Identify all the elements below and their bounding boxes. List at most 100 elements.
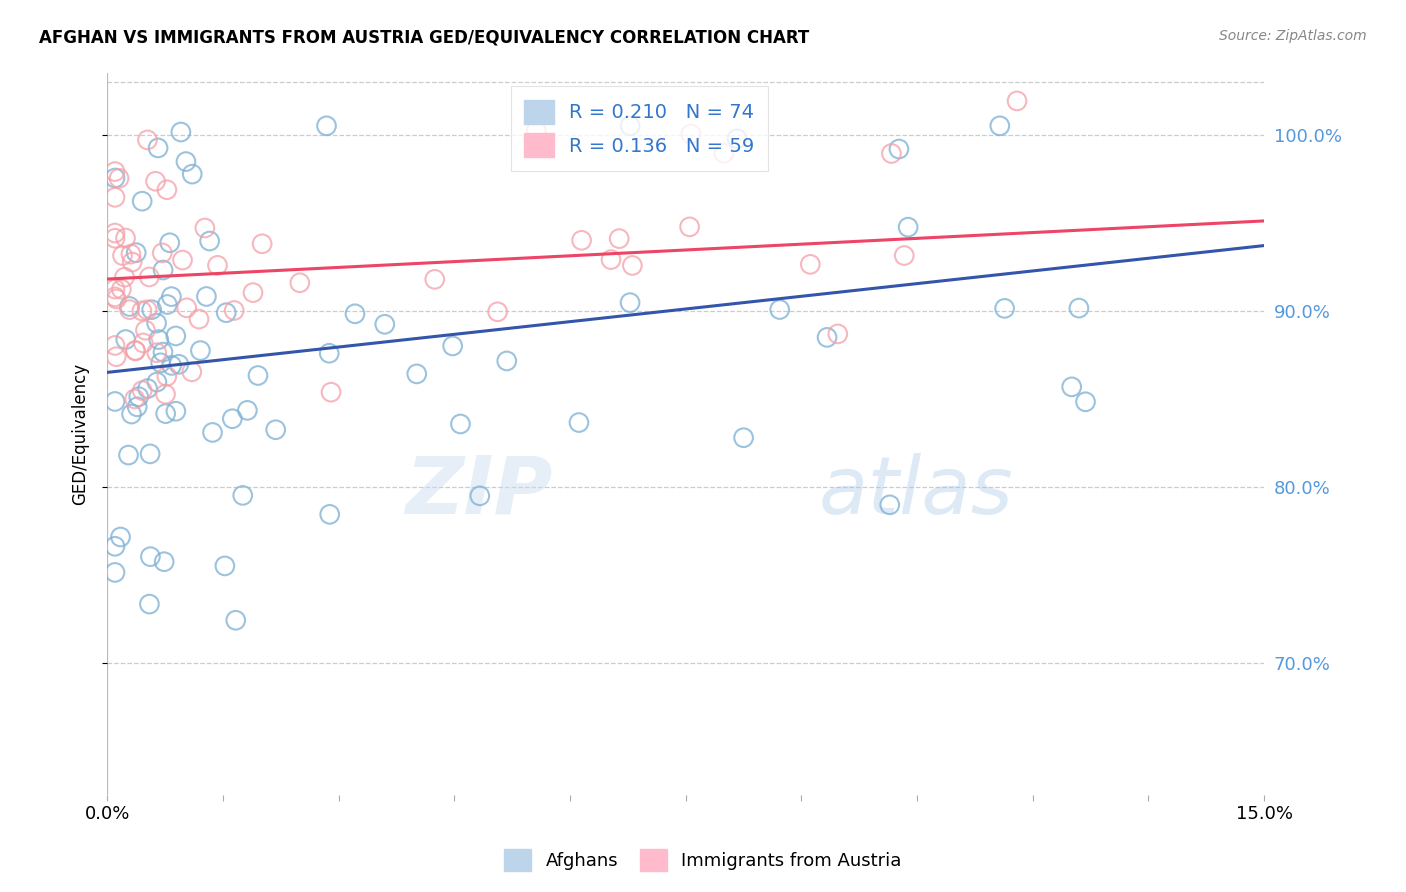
Point bbox=[679, 127, 702, 141]
Point bbox=[104, 290, 127, 304]
Point bbox=[619, 119, 641, 133]
Point bbox=[994, 301, 1017, 316]
Point bbox=[194, 221, 217, 235]
Point bbox=[174, 154, 197, 169]
Point bbox=[207, 258, 229, 272]
Point bbox=[104, 231, 127, 245]
Point bbox=[145, 316, 167, 330]
Point bbox=[1060, 380, 1083, 394]
Point bbox=[128, 390, 150, 404]
Point bbox=[893, 248, 915, 262]
Point bbox=[250, 236, 273, 251]
Point bbox=[121, 407, 143, 421]
Point bbox=[318, 346, 340, 360]
Point bbox=[165, 404, 187, 418]
Point bbox=[117, 448, 139, 462]
Point bbox=[152, 345, 174, 359]
Point bbox=[114, 270, 136, 285]
Point bbox=[733, 431, 755, 445]
Point bbox=[374, 318, 396, 332]
Point bbox=[449, 417, 471, 431]
Point bbox=[131, 304, 153, 318]
Point bbox=[887, 142, 910, 156]
Point bbox=[1005, 94, 1028, 108]
Point bbox=[172, 253, 194, 268]
Point bbox=[104, 282, 127, 296]
Point bbox=[897, 220, 920, 235]
Point bbox=[153, 555, 176, 569]
Point bbox=[124, 343, 146, 358]
Point bbox=[105, 350, 128, 364]
Point bbox=[136, 302, 159, 317]
Point bbox=[155, 407, 177, 421]
Legend: Afghans, Immigrants from Austria: Afghans, Immigrants from Austria bbox=[496, 842, 910, 879]
Point bbox=[405, 367, 427, 381]
Point bbox=[827, 326, 849, 341]
Point bbox=[170, 125, 193, 139]
Point bbox=[264, 423, 287, 437]
Point bbox=[188, 312, 211, 326]
Point bbox=[180, 365, 202, 379]
Point bbox=[138, 597, 160, 611]
Point bbox=[769, 302, 792, 317]
Point bbox=[131, 194, 153, 209]
Point bbox=[181, 167, 204, 181]
Point bbox=[141, 302, 163, 317]
Point bbox=[319, 508, 342, 522]
Text: Source: ZipAtlas.com: Source: ZipAtlas.com bbox=[1219, 29, 1367, 43]
Point bbox=[713, 146, 735, 161]
Point bbox=[114, 333, 136, 347]
Point bbox=[104, 226, 127, 240]
Point bbox=[423, 272, 446, 286]
Point bbox=[104, 171, 127, 186]
Point bbox=[104, 190, 127, 204]
Point bbox=[468, 489, 491, 503]
Point bbox=[148, 333, 170, 347]
Point bbox=[121, 255, 143, 269]
Point bbox=[198, 234, 221, 248]
Point bbox=[104, 394, 127, 409]
Point bbox=[138, 269, 160, 284]
Point bbox=[160, 290, 183, 304]
Point bbox=[104, 539, 127, 553]
Point bbox=[165, 329, 187, 343]
Point bbox=[214, 558, 236, 573]
Point bbox=[146, 375, 169, 389]
Point bbox=[343, 307, 366, 321]
Point bbox=[167, 357, 190, 371]
Point bbox=[139, 549, 162, 564]
Point bbox=[152, 263, 174, 277]
Point bbox=[225, 613, 247, 627]
Point bbox=[125, 245, 148, 260]
Point bbox=[319, 385, 342, 400]
Point bbox=[215, 306, 238, 320]
Point bbox=[246, 368, 269, 383]
Point bbox=[495, 354, 517, 368]
Point bbox=[1074, 394, 1097, 409]
Point bbox=[221, 411, 243, 425]
Point bbox=[104, 566, 127, 580]
Point bbox=[155, 387, 177, 401]
Point bbox=[879, 498, 901, 512]
Point bbox=[232, 488, 254, 502]
Point bbox=[124, 343, 146, 358]
Point bbox=[145, 345, 167, 359]
Text: atlas: atlas bbox=[818, 453, 1014, 531]
Point bbox=[110, 530, 132, 544]
Point bbox=[799, 257, 821, 271]
Point bbox=[104, 164, 127, 178]
Point bbox=[139, 447, 162, 461]
Text: AFGHAN VS IMMIGRANTS FROM AUSTRIA GED/EQUIVALENCY CORRELATION CHART: AFGHAN VS IMMIGRANTS FROM AUSTRIA GED/EQ… bbox=[39, 29, 810, 46]
Point bbox=[315, 119, 337, 133]
Point bbox=[486, 305, 509, 319]
Point bbox=[134, 323, 156, 337]
Point bbox=[132, 335, 155, 350]
Legend: R = 0.210   N = 74, R = 0.136   N = 59: R = 0.210 N = 74, R = 0.136 N = 59 bbox=[510, 87, 768, 170]
Point bbox=[621, 259, 644, 273]
Point bbox=[195, 289, 218, 303]
Point bbox=[120, 247, 142, 261]
Point bbox=[156, 183, 179, 197]
Point bbox=[118, 302, 141, 317]
Point bbox=[607, 232, 630, 246]
Point bbox=[224, 303, 246, 318]
